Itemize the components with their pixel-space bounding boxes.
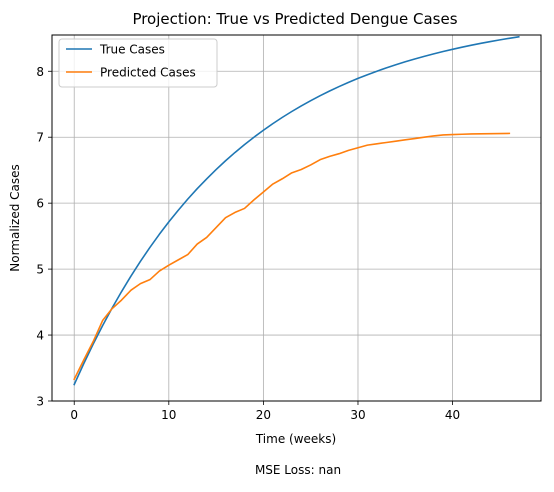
x-tick-label: 20 — [256, 408, 271, 422]
series-line-predicted-cases — [73, 132, 511, 381]
legend: True Cases Predicted Cases — [58, 38, 218, 88]
x-tick-label: 10 — [161, 408, 176, 422]
legend-label-predicted-cases: Predicted Cases — [100, 66, 196, 80]
y-axis-ticks: 3 4 5 6 7 8 — [36, 65, 52, 409]
series-line-true-cases — [73, 35, 520, 386]
x-tick-label: 40 — [445, 408, 460, 422]
y-tick-label: 6 — [36, 197, 44, 211]
grid-lines — [52, 35, 541, 402]
plot-frame — [51, 34, 542, 402]
series-lines — [73, 35, 520, 386]
x-tick-label: 30 — [350, 408, 365, 422]
x-axis-label: Time (weeks) — [255, 432, 336, 446]
y-tick-label: 8 — [36, 65, 44, 79]
y-tick-label: 5 — [36, 263, 44, 277]
x-axis-ticks: 0 10 20 30 40 — [70, 401, 460, 422]
chart-title: Projection: True vs Predicted Dengue Cas… — [132, 10, 457, 28]
legend-box — [58, 38, 218, 88]
y-tick-label: 3 — [36, 395, 44, 409]
y-tick-label: 4 — [36, 329, 44, 343]
y-tick-label: 7 — [36, 131, 44, 145]
mse-loss-caption: MSE Loss: nan — [255, 463, 341, 477]
x-tick-label: 0 — [70, 408, 78, 422]
y-axis-label: Normalized Cases — [8, 164, 22, 271]
legend-label-true-cases: True Cases — [99, 43, 165, 57]
